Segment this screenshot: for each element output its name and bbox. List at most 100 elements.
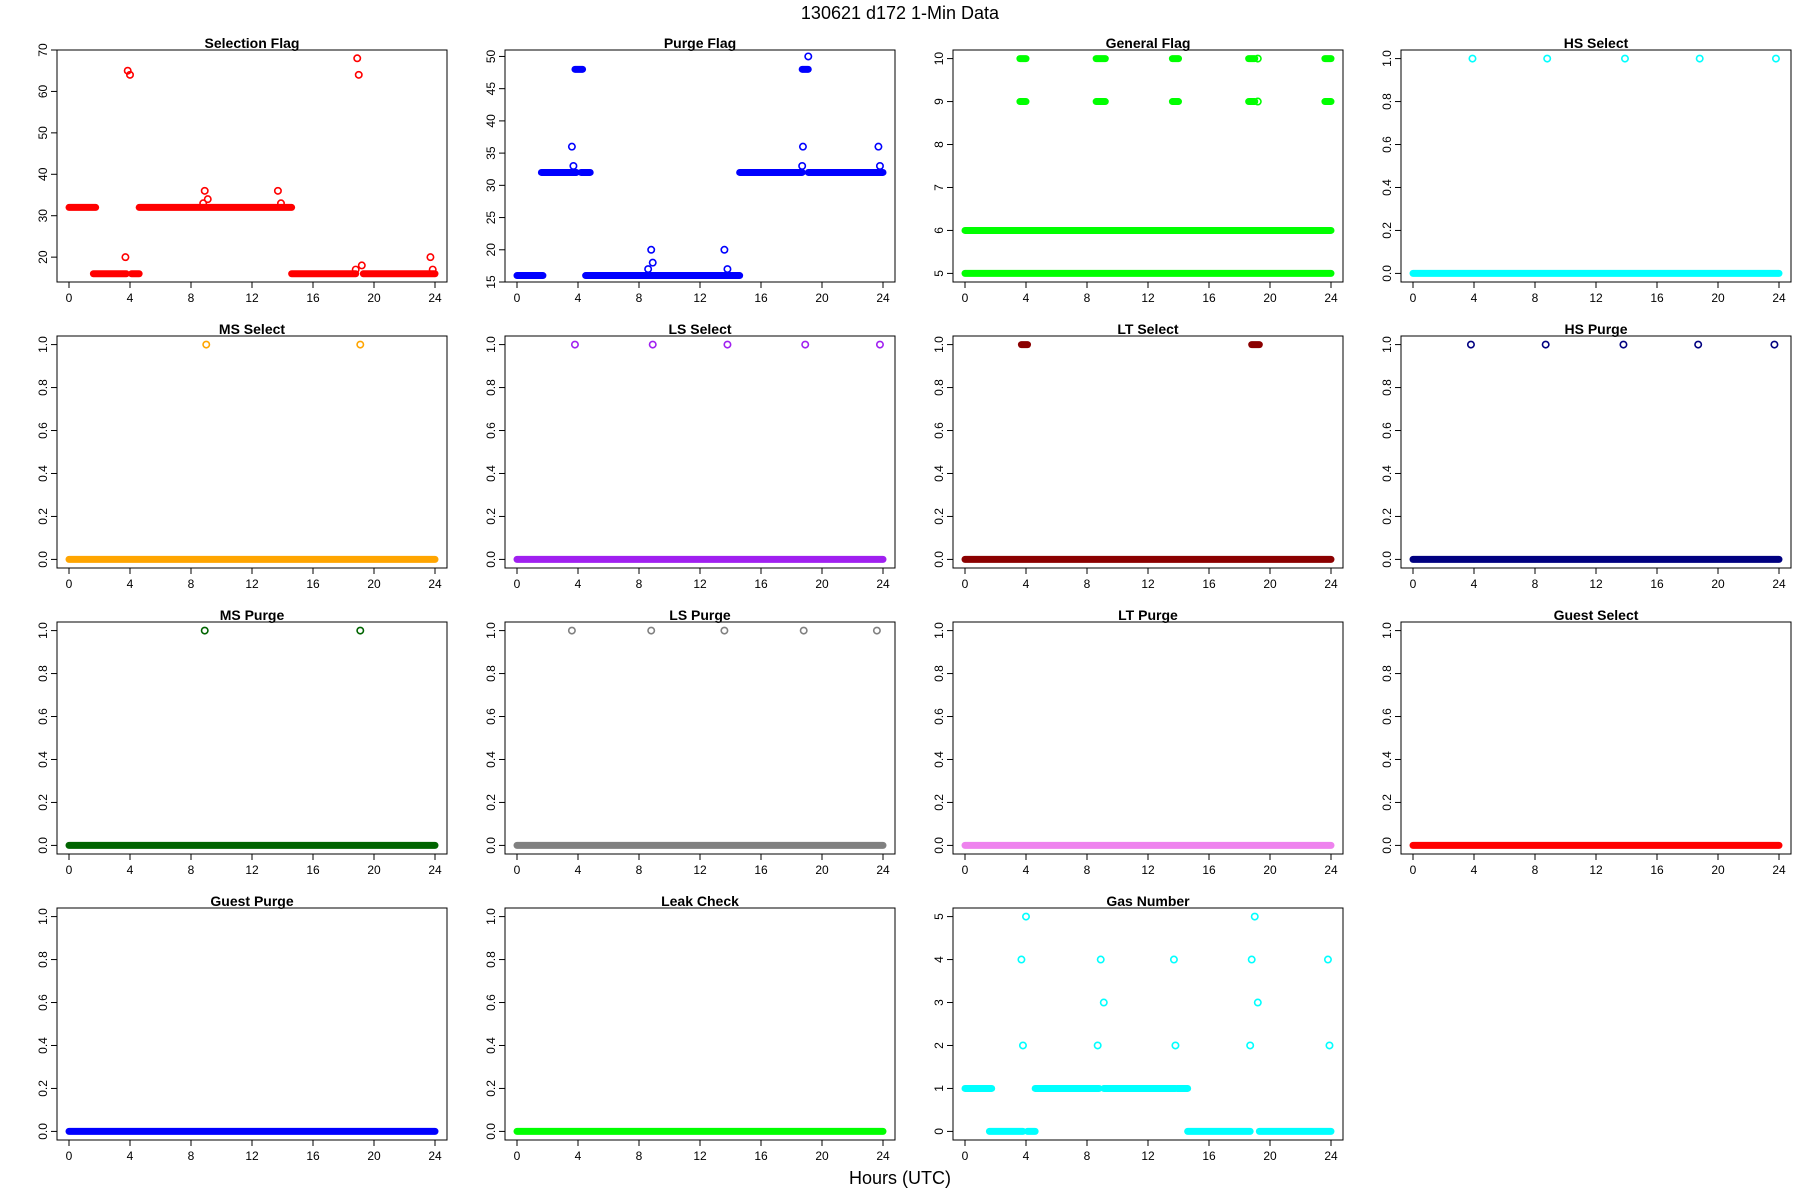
- x-tick-label: 4: [1023, 863, 1030, 877]
- x-tick-label: 20: [815, 577, 829, 591]
- y-tick-label: 0.6: [1380, 136, 1394, 153]
- x-tick-label: 16: [1650, 577, 1664, 591]
- y-tick-label: 0.8: [36, 951, 50, 968]
- data-point: [200, 626, 209, 635]
- data-point: [1253, 97, 1262, 106]
- panel-hs-purge: HS Purge 0 4 8 12 16 20 24 0.0 0.2 0.4 0.6 0.8 1.0: [1380, 321, 1792, 591]
- y-tick-label: 1.0: [1380, 336, 1394, 353]
- x-tick-label: 24: [428, 863, 442, 877]
- y-tick-label: 0.0: [484, 837, 498, 854]
- x-tick-label: 0: [514, 577, 521, 591]
- data-point: [1771, 54, 1780, 63]
- x-tick-label: 24: [428, 577, 442, 591]
- x-tick-label: 4: [575, 291, 582, 305]
- x-tick-label: 16: [306, 1149, 320, 1163]
- x-tick-label: 16: [306, 863, 320, 877]
- x-axis-label: Hours (UTC): [849, 1168, 951, 1188]
- x-tick-label: 4: [1471, 291, 1478, 305]
- plot-frame: [952, 49, 1344, 283]
- y-tick-label: 7: [932, 184, 946, 191]
- x-tick-label: 20: [815, 863, 829, 877]
- y-tick-label: 1.0: [36, 336, 50, 353]
- panel-title: General Flag: [1106, 35, 1191, 51]
- data-point: [1620, 54, 1629, 63]
- y-tick-label: 1.0: [484, 908, 498, 925]
- x-tick-label: 24: [1324, 1149, 1338, 1163]
- data-point: [804, 52, 813, 61]
- x-tick-label: 20: [1263, 863, 1277, 877]
- plot-frame: [504, 49, 896, 283]
- y-tick-label: 1.0: [484, 336, 498, 353]
- y-tick-label: 0.0: [1380, 551, 1394, 568]
- plot-frame: [1400, 335, 1792, 569]
- y-tick-label: 4: [932, 956, 946, 963]
- plot-frame: [504, 621, 896, 855]
- data-point: [1770, 340, 1779, 349]
- x-tick-label: 8: [636, 577, 643, 591]
- y-tick-label: 0.8: [484, 665, 498, 682]
- data-point: [569, 162, 578, 171]
- y-tick-label: 35: [484, 146, 498, 160]
- data-point: [202, 340, 211, 349]
- x-tick-label: 16: [306, 291, 320, 305]
- data-point: [1253, 54, 1262, 63]
- y-tick-label: 0.6: [932, 422, 946, 439]
- x-tick-label: 4: [1023, 291, 1030, 305]
- panel-title: Guest Select: [1554, 607, 1639, 623]
- y-tick-label: 2: [932, 1042, 946, 1049]
- data-point: [647, 626, 656, 635]
- y-tick-label: 0.6: [484, 708, 498, 725]
- x-tick-label: 0: [1410, 863, 1417, 877]
- data-point: [1468, 54, 1477, 63]
- x-tick-label: 0: [1410, 577, 1417, 591]
- y-tick-label: 9: [932, 98, 946, 105]
- data-point: [720, 626, 729, 635]
- y-tick-label: 60: [36, 84, 50, 98]
- data-point: [1093, 1041, 1102, 1050]
- y-tick-label: 0.0: [932, 551, 946, 568]
- x-tick-label: 8: [188, 577, 195, 591]
- y-tick-label: 0.4: [932, 751, 946, 768]
- data-point: [1541, 340, 1550, 349]
- x-tick-label: 4: [1471, 577, 1478, 591]
- x-tick-label: 20: [1711, 863, 1725, 877]
- y-tick-label: 10: [932, 52, 946, 66]
- x-tick-label: 4: [575, 1149, 582, 1163]
- plot-frame: [56, 335, 448, 569]
- plot-frame: [952, 621, 1344, 855]
- x-tick-label: 12: [245, 1149, 259, 1163]
- data-point: [872, 626, 881, 635]
- x-tick-label: 16: [1202, 291, 1216, 305]
- plot-frame: [1400, 49, 1792, 283]
- y-tick-label: 25: [484, 211, 498, 225]
- x-tick-label: 24: [428, 291, 442, 305]
- y-tick-label: 0.2: [932, 794, 946, 811]
- y-tick-label: 8: [932, 141, 946, 148]
- y-tick-label: 15: [484, 275, 498, 289]
- y-tick-label: 0.2: [36, 508, 50, 525]
- x-tick-label: 4: [1471, 863, 1478, 877]
- panel-title: Purge Flag: [664, 35, 736, 51]
- y-tick-label: 0.2: [1380, 222, 1394, 239]
- data-point: [1096, 955, 1105, 964]
- data-point: [121, 253, 130, 262]
- data-point: [273, 186, 282, 195]
- x-tick-label: 0: [514, 1149, 521, 1163]
- panel-title: HS Select: [1564, 35, 1629, 51]
- y-tick-label: 1.0: [932, 336, 946, 353]
- x-tick-label: 24: [876, 1149, 890, 1163]
- x-tick-label: 0: [66, 291, 73, 305]
- x-tick-label: 0: [962, 863, 969, 877]
- data-point: [644, 265, 653, 274]
- plot-frame: [952, 335, 1344, 569]
- data-point: [1619, 340, 1628, 349]
- y-tick-label: 0.2: [36, 794, 50, 811]
- y-tick-label: 50: [36, 126, 50, 140]
- x-tick-label: 16: [1650, 291, 1664, 305]
- y-tick-label: 0.6: [1380, 708, 1394, 725]
- x-tick-label: 8: [1084, 1149, 1091, 1163]
- x-tick-label: 8: [188, 291, 195, 305]
- plot-frame: [56, 621, 448, 855]
